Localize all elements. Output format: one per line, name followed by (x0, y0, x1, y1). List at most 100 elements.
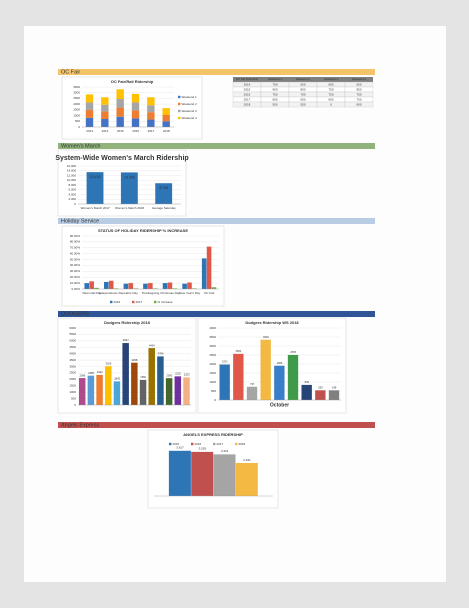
section-heading: DODGERS (61, 312, 89, 318)
table-cell-text: 2017 (244, 97, 251, 101)
y-tick-label: 500 (211, 389, 216, 393)
bar (233, 353, 244, 400)
data-label: 2099 (79, 373, 85, 377)
table-cell-text: 600 (328, 97, 333, 101)
section-heading: Angels Express (61, 423, 99, 429)
data-label: 1950 (140, 375, 146, 379)
legend-swatch (178, 109, 181, 113)
chart-title: STATUS OF HOLIDAY RIDERSHIP % INCREASE (98, 228, 188, 233)
bar (104, 281, 109, 289)
legend-swatch (169, 442, 172, 446)
table-header: Weekend 1 (268, 77, 283, 81)
y-tick-label: 0 (78, 125, 80, 129)
y-tick-label: 500 (75, 119, 80, 123)
legend-swatch (235, 442, 238, 446)
bar (113, 381, 121, 405)
y-tick-label: 60.00% (70, 251, 81, 255)
legend-swatch (213, 442, 216, 446)
y-tick-label: 1500 (209, 371, 216, 375)
bar (108, 280, 114, 289)
bar (147, 97, 155, 106)
legend-label: Weekend 1 (182, 95, 197, 99)
table-cell-text: 750 (272, 92, 277, 96)
table-cell-text: 600 (328, 82, 333, 86)
bar (131, 102, 140, 111)
data-label: 3026 (106, 361, 112, 365)
bar (260, 339, 271, 400)
y-tick-label: 2000 (209, 362, 216, 366)
data-label: 3786 (158, 352, 164, 356)
bar (147, 112, 155, 120)
section-heading: Holiday Service (61, 219, 99, 225)
bar (162, 283, 168, 289)
bar (211, 287, 217, 289)
table-cell-text: 650 (300, 97, 305, 101)
data-label: 3,529 (199, 447, 207, 451)
y-tick-label: 2,000 (68, 197, 76, 201)
x-tick-label: Christmas Day (160, 291, 180, 295)
data-label: 4434 (149, 343, 155, 347)
bar (123, 283, 129, 289)
bar (139, 379, 147, 405)
bar (85, 94, 94, 103)
x-axis-label: October (270, 402, 289, 408)
table-cell-text: 900 (272, 87, 277, 91)
section-band (58, 143, 375, 149)
bar (235, 462, 258, 496)
y-tick-label: 1000 (209, 380, 216, 384)
table-cell (344, 101, 374, 108)
legend-swatch (110, 300, 113, 304)
bar (131, 362, 138, 405)
legend-label: % Increase (158, 300, 173, 304)
y-tick-label: 0 (74, 202, 76, 206)
data-label: 3298 (132, 358, 138, 362)
bar (122, 343, 129, 405)
y-tick-label: 90.00% (70, 234, 81, 238)
y-tick-label: 1000 (73, 113, 80, 117)
table-cell-text: 550 (300, 102, 305, 106)
bar (274, 365, 285, 400)
y-tick-label: 3000 (73, 91, 80, 95)
bar (85, 102, 94, 110)
legend-label: 2015 (173, 442, 180, 446)
legend-swatch (178, 102, 181, 106)
data-label: 13,418 (90, 175, 101, 179)
x-tick-label: Independence Day (99, 291, 125, 295)
data-label: 4827 (123, 338, 129, 342)
bar (162, 121, 170, 127)
y-tick-label: 0 (214, 398, 216, 402)
bar (147, 119, 155, 127)
x-tick-label: Average Saturday (152, 206, 176, 210)
section-heading: OC Fair (61, 70, 80, 76)
x-tick-label: 2014 (102, 129, 109, 133)
y-tick-label: 1500 (73, 108, 80, 112)
legend-label: Weekend 2 (182, 102, 197, 106)
bar (96, 374, 103, 405)
bar (131, 110, 140, 119)
bar (85, 109, 94, 118)
y-tick-label: 0.00% (71, 287, 80, 291)
x-tick-label: OC Fair (204, 291, 215, 295)
bar (116, 99, 124, 108)
table-cell-text: 2018 (244, 102, 251, 106)
section-band (58, 422, 375, 428)
bar (101, 97, 109, 105)
x-tick-label: Women's March 2017 (81, 206, 110, 210)
bar (116, 116, 124, 127)
y-tick-label: 4500 (69, 345, 76, 349)
bar (168, 450, 191, 496)
bar (315, 390, 326, 400)
bar (183, 377, 190, 405)
table-cell-text: 600 (356, 102, 361, 106)
y-tick-label: 1000 (69, 390, 76, 394)
y-tick-label: 12,000 (67, 173, 77, 177)
x-tick-label: Labor Day (124, 291, 138, 295)
data-label: 538 (332, 386, 337, 390)
y-tick-label: 14,000 (67, 169, 77, 173)
x-tick-label: 2016 (132, 129, 139, 133)
data-label: 8,748 (159, 186, 168, 190)
bar (101, 104, 109, 112)
x-tick-label: 2017 (148, 129, 155, 133)
x-tick-label: Thanksgiving (142, 291, 160, 295)
